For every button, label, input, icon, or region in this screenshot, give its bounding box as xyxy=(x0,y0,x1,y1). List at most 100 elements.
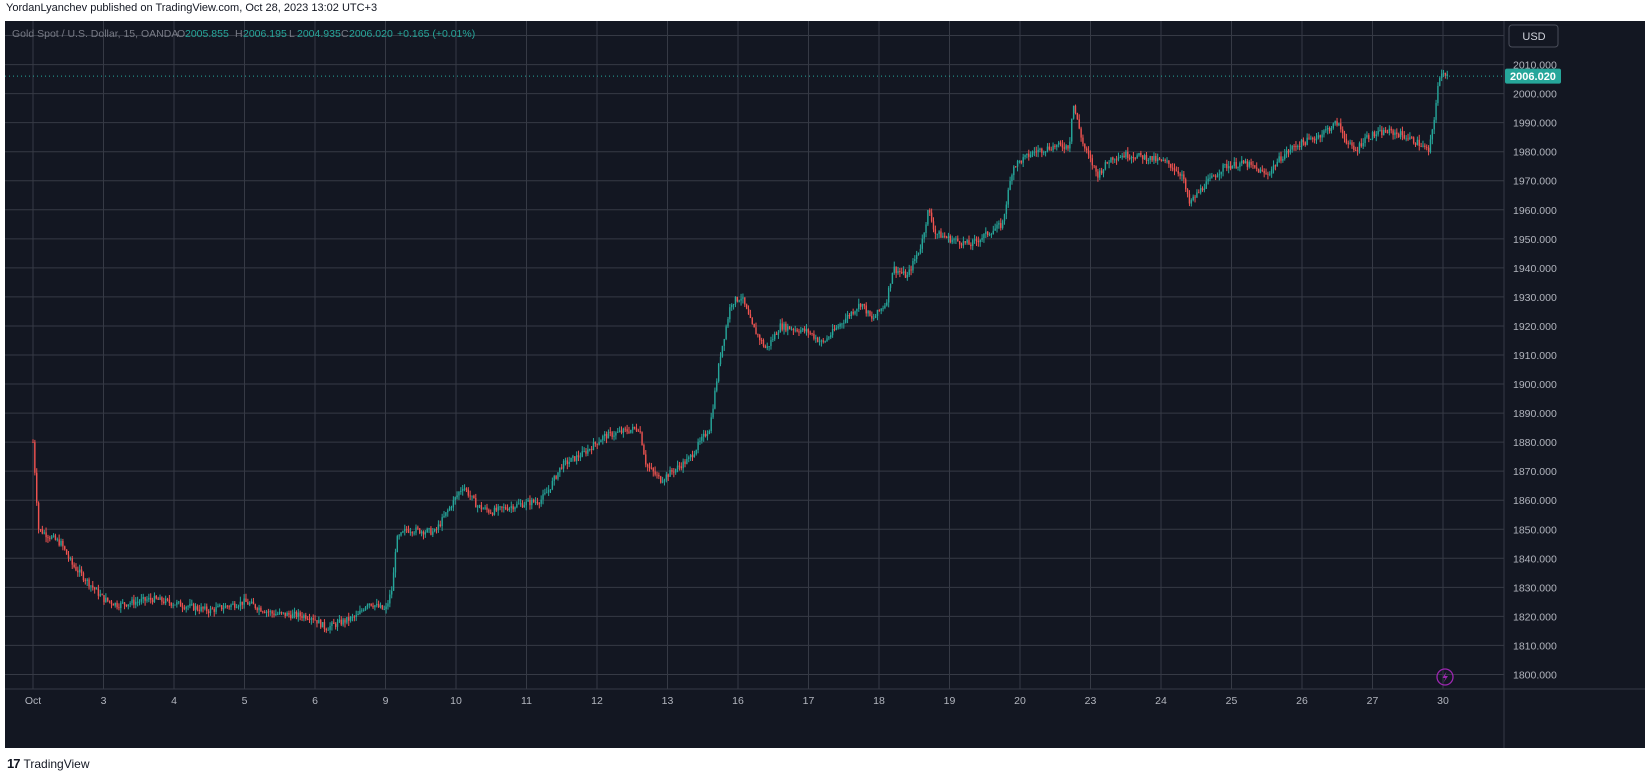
candle xyxy=(1233,157,1235,169)
candle xyxy=(514,506,516,512)
candle xyxy=(224,602,227,609)
candle xyxy=(637,428,640,432)
candle xyxy=(239,596,242,611)
candle xyxy=(732,303,735,310)
candle xyxy=(176,599,178,608)
candle xyxy=(536,497,539,506)
candle xyxy=(288,610,290,618)
candle xyxy=(77,566,79,577)
y-tick-label: 1830.000 xyxy=(1513,582,1557,594)
candle xyxy=(562,459,565,473)
currency-button[interactable]: USD xyxy=(1508,24,1559,48)
candle xyxy=(351,613,354,622)
candle xyxy=(1093,165,1095,169)
candle xyxy=(790,326,793,331)
candle xyxy=(844,313,847,324)
candle xyxy=(915,250,918,263)
candle xyxy=(148,593,150,603)
candle xyxy=(166,597,169,602)
candle xyxy=(1022,153,1024,168)
chart-frame[interactable]: 2020.0002010.0002000.0001990.0001980.000… xyxy=(5,21,1645,748)
candle xyxy=(1026,153,1028,159)
candle xyxy=(1132,152,1135,163)
candle xyxy=(411,531,413,537)
candle xyxy=(738,299,740,303)
candle xyxy=(839,322,841,330)
candle xyxy=(159,594,161,601)
candle xyxy=(263,610,266,614)
legend-high: 2006.195 xyxy=(243,28,287,40)
candle xyxy=(751,317,753,325)
candle xyxy=(869,310,871,317)
candle xyxy=(824,340,826,344)
candle xyxy=(348,612,350,626)
candle xyxy=(1171,163,1174,172)
candle xyxy=(381,604,384,610)
candle xyxy=(1321,130,1323,142)
candle xyxy=(678,461,681,471)
candle xyxy=(1426,144,1428,151)
candle xyxy=(228,605,230,610)
candle xyxy=(342,617,344,627)
candle xyxy=(110,600,113,609)
candle xyxy=(671,468,673,475)
candle xyxy=(1082,134,1084,147)
candle xyxy=(92,580,94,591)
candle xyxy=(306,616,309,621)
candle xyxy=(1216,172,1219,178)
candle xyxy=(1375,131,1377,142)
candle xyxy=(1377,127,1379,137)
candle xyxy=(36,468,38,506)
candle xyxy=(908,264,910,278)
candle xyxy=(1373,130,1376,139)
candle xyxy=(443,510,445,519)
candle xyxy=(1056,144,1058,151)
candle xyxy=(273,610,275,618)
candle xyxy=(1229,161,1232,171)
candle xyxy=(1368,133,1370,143)
candle xyxy=(755,322,757,335)
candle xyxy=(1052,142,1054,153)
candle xyxy=(830,332,832,340)
candle xyxy=(553,474,555,486)
candle xyxy=(1384,126,1387,134)
candle xyxy=(712,404,714,420)
candle xyxy=(151,597,154,605)
candle xyxy=(527,497,529,502)
candle xyxy=(546,487,548,494)
candle xyxy=(269,609,271,616)
lightning-icon[interactable] xyxy=(1436,668,1454,686)
candle xyxy=(996,221,998,233)
candle xyxy=(185,605,187,613)
candle xyxy=(1437,82,1439,106)
candle xyxy=(424,530,427,538)
ohlc-legend: Gold Spot / U.S. Dollar, 15, OANDA O 200… xyxy=(12,28,475,40)
candle xyxy=(835,325,838,331)
candle xyxy=(142,593,144,604)
x-tick-label: 5 xyxy=(242,695,248,707)
candle xyxy=(521,500,524,508)
candle xyxy=(602,434,604,445)
candle xyxy=(1018,160,1021,164)
footer-brand[interactable]: 17 TradingView xyxy=(7,756,90,771)
y-tick-label: 1910.000 xyxy=(1513,350,1557,362)
candle xyxy=(1235,157,1237,170)
y-tick-label: 1990.000 xyxy=(1513,118,1557,130)
candle xyxy=(925,222,927,238)
candle xyxy=(490,509,492,515)
candle xyxy=(656,471,658,479)
candle xyxy=(1334,120,1336,126)
candle xyxy=(454,496,456,505)
candle xyxy=(889,283,892,292)
candle xyxy=(178,600,180,605)
candle xyxy=(904,269,907,279)
candle xyxy=(476,504,479,513)
candle xyxy=(1016,159,1019,172)
y-tick-label: 1960.000 xyxy=(1513,205,1557,217)
candle xyxy=(673,468,675,478)
candle xyxy=(495,503,498,513)
candle xyxy=(93,586,96,594)
candle xyxy=(153,592,156,603)
price-chart[interactable]: 2020.0002010.0002000.0001990.0001980.000… xyxy=(5,21,1645,748)
candle xyxy=(254,603,257,610)
